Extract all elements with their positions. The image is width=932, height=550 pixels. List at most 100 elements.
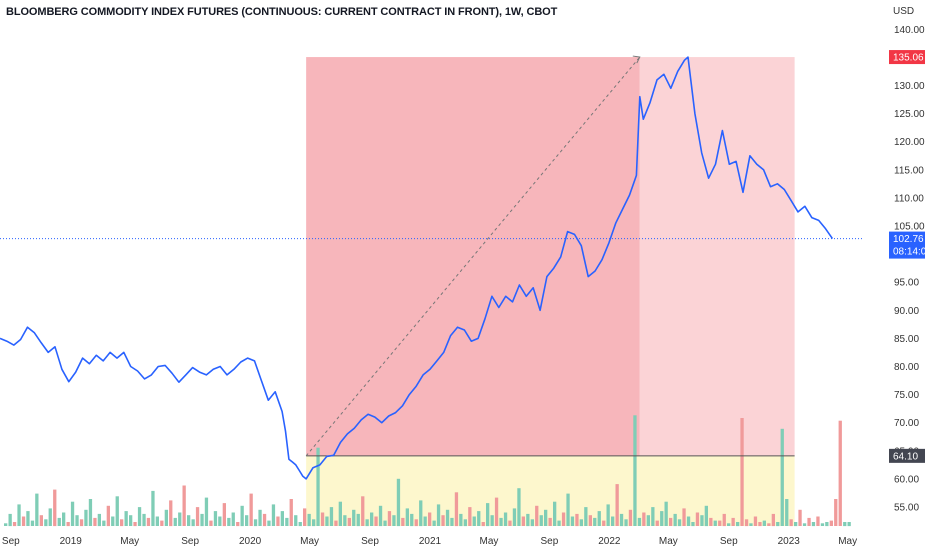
- volume-bar: [646, 515, 650, 526]
- volume-bar: [356, 513, 360, 527]
- y-tick-label: 130.00: [894, 81, 925, 92]
- volume-bar: [847, 522, 851, 527]
- x-tick-label: Sep: [361, 536, 379, 547]
- x-tick-label: 2022: [598, 536, 621, 547]
- volume-bar: [771, 513, 775, 527]
- volume-bar: [740, 418, 744, 526]
- volume-bar: [762, 520, 766, 526]
- currency-label: USD: [893, 6, 914, 17]
- volume-bar: [97, 513, 101, 527]
- volume-bar: [579, 519, 583, 527]
- volume-bar: [441, 515, 445, 526]
- volume-bar: [463, 519, 467, 527]
- volume-bar: [481, 522, 485, 527]
- volume-bar: [704, 505, 708, 527]
- volume-bar: [432, 520, 436, 526]
- y-tick-label: 70.00: [894, 418, 919, 429]
- volume-bar: [66, 522, 70, 527]
- volume-bar: [615, 484, 619, 526]
- volume-bar: [26, 511, 30, 526]
- volume-bar: [472, 516, 476, 526]
- volume-bar: [137, 507, 142, 526]
- volume-bar: [454, 492, 459, 527]
- volume-bar: [486, 503, 490, 527]
- volume-bar: [253, 519, 258, 527]
- volume-bar: [115, 496, 119, 526]
- volume-bar: [258, 509, 262, 526]
- volume-bar: [182, 485, 186, 526]
- volume-bar: [303, 508, 307, 526]
- volume-bar: [450, 517, 454, 526]
- price-axis[interactable]: USD55.0060.0065.0070.0075.0080.0085.0090…: [893, 6, 925, 514]
- volume-bar: [834, 499, 838, 526]
- volume-bar: [584, 507, 588, 526]
- volume-bar: [820, 523, 825, 526]
- y-tick-label: 60.00: [894, 474, 919, 485]
- x-tick-label: May: [659, 536, 678, 547]
- volume-bar: [736, 522, 740, 527]
- volume-bar: [445, 509, 450, 526]
- volume-bar: [655, 520, 659, 526]
- price-line: [0, 56, 834, 480]
- volume-bar: [628, 509, 633, 526]
- volume-bar: [316, 447, 320, 526]
- volume-bar: [807, 517, 811, 526]
- x-tick-label: Sep: [540, 536, 558, 547]
- volume-bar: [405, 508, 409, 526]
- volume-bar: [553, 501, 557, 526]
- volume-bar: [160, 520, 164, 526]
- volume-bar: [378, 505, 383, 527]
- y-tick-label: 105.00: [894, 222, 925, 233]
- volume-bar: [35, 493, 39, 526]
- volume-bar: [548, 517, 552, 526]
- last-price-value: 102.76: [893, 234, 924, 245]
- volume-bar: [21, 516, 26, 526]
- countdown-value: 08:14:08: [893, 247, 932, 258]
- volume-bar: [753, 516, 758, 526]
- volume-bar: [84, 509, 88, 526]
- volume-bar: [436, 504, 441, 526]
- volume-bar: [240, 505, 244, 527]
- x-tick-label: 2020: [239, 536, 262, 547]
- volume-bar: [722, 513, 726, 527]
- range-zone-after: [639, 57, 795, 456]
- volume-bar: [695, 512, 700, 526]
- chart-title: BLOOMBERG COMMODITY INDEX FUTURES (CONTI…: [6, 6, 558, 18]
- volume-bar: [75, 515, 79, 526]
- volume-bar: [383, 520, 387, 526]
- volume-bar: [664, 501, 668, 526]
- volume-bar: [526, 513, 530, 527]
- volume-bar: [276, 516, 280, 526]
- volume-bar: [410, 513, 414, 527]
- y-tick-label: 120.00: [894, 137, 925, 148]
- volume-bar: [120, 519, 124, 527]
- volume-bar: [423, 516, 427, 526]
- volume-bar: [677, 519, 682, 527]
- x-tick-label: Sep: [181, 536, 199, 547]
- low-price-tag: [889, 448, 925, 463]
- volume-bar: [374, 516, 378, 526]
- volume-bar: [593, 517, 597, 526]
- volume-bar: [142, 513, 146, 527]
- volume-bar: [271, 504, 276, 526]
- volume-bar: [53, 489, 57, 527]
- volume-bar: [124, 511, 128, 526]
- x-tick-label: May: [300, 536, 319, 547]
- volume-bar: [727, 523, 731, 526]
- x-tick-label: May: [838, 536, 857, 547]
- volume-bar: [262, 513, 267, 527]
- volume-bar: [691, 522, 695, 527]
- volume-bar: [776, 522, 780, 527]
- price-series: [0, 56, 834, 480]
- volume-bar: [557, 520, 561, 526]
- volume-bar: [343, 515, 347, 526]
- volume-bar: [129, 515, 133, 526]
- volume-bar: [236, 522, 240, 527]
- volume-bars: [4, 415, 851, 527]
- volume-bar: [155, 516, 159, 526]
- range-zone-base: [306, 455, 795, 526]
- volume-bar: [744, 519, 749, 527]
- volume-bar: [503, 512, 508, 526]
- time-axis[interactable]: Sep 2019 May Sep 2020 May Sep 2021 May Sep 2022 May…: [2, 536, 857, 547]
